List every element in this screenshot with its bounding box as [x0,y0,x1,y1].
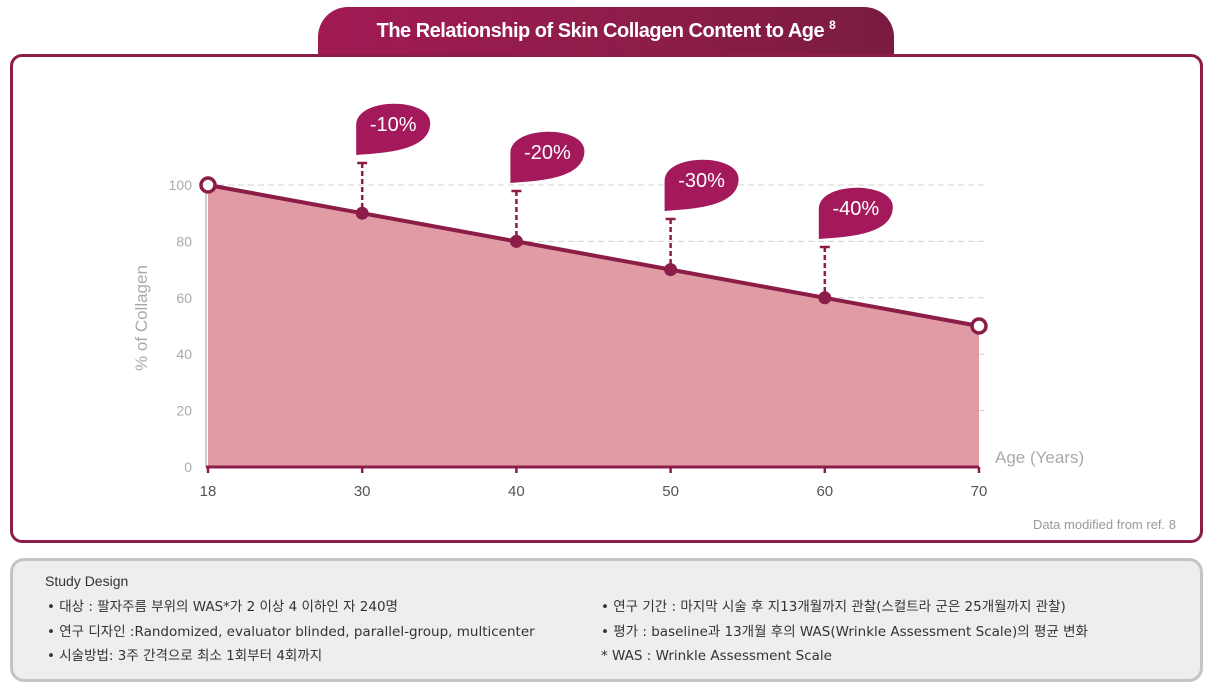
chart-title: The Relationship of Skin Collagen Conten… [376,20,825,42]
bubble-label-40: -20% [524,142,571,164]
x-tick-label-18: 18 [200,483,217,500]
y-tick-label-100: 100 [169,177,193,193]
x-tick-label-60: 60 [816,483,833,500]
data-point-30 [355,206,369,220]
bubble-label-30: -10% [370,114,417,136]
study-item-period: • 연구 기간 : 마지막 시술 후 지13개월까지 관찰(스컬트라 군은 25… [601,599,1066,615]
study-design-box: Study Design • 대상 : 팔자주름 부위의 WAS*가 2 이상 … [10,558,1203,682]
chart-title-tab: The Relationship of Skin Collagen Conten… [318,7,894,62]
study-design-right-column: • 연구 기간 : 마지막 시술 후 지13개월까지 관찰(스컬트라 군은 25… [601,595,1088,669]
x-tick-label-50: 50 [662,483,679,500]
bubble-40 [510,131,585,183]
y-tick-label-0: 0 [184,459,192,475]
y-tick-label-60: 60 [176,290,192,306]
collagen-line [207,183,980,328]
data-point-70 [970,317,988,335]
y-tick-label-40: 40 [176,346,192,362]
study-item-procedure: • 시술방법: 3주 간격으로 최소 1회부터 4회까지 [47,648,323,664]
study-item-design: • 연구 디자인 :Randomized, evaluator blinded,… [47,623,535,640]
data-point-50 [664,263,678,277]
study-design-title: Study Design [45,573,129,589]
y-axis-title: % of Collagen [132,265,151,371]
bubble-label-60: -40% [832,198,879,220]
data-point-40 [509,234,523,248]
x-axis-title: Age (Years) [995,448,1084,467]
chart-frame: 0 20 40 60 80 100 18 30 40 50 60 70 % of Collagen Age… [10,54,1203,543]
study-item-subject: • 대상 : 팔자주름 부위의 WAS*가 2 이상 4 이하인 자 240명 [47,599,398,615]
bubble-50 [664,159,739,211]
x-tick-label-30: 30 [354,483,371,500]
y-tick-label-20: 20 [176,403,192,419]
study-design-left-column: • 대상 : 팔자주름 부위의 WAS*가 2 이상 4 이하인 자 240명 … [47,595,535,669]
y-tick-label-80: 80 [176,233,192,249]
bubble-label-50: -30% [678,170,725,192]
x-tick-label-40: 40 [508,483,525,500]
data-point-60 [818,291,832,305]
data-point-18 [199,176,217,194]
bubble-60 [818,187,893,239]
collagen-area-fill [208,185,979,467]
bubble-30 [356,103,431,155]
source-note: Data modified from ref. 8 [1032,517,1176,532]
study-item-evaluation: • 평가 : baseline과 13개월 후의 WAS(Wrinkle Ass… [601,623,1088,640]
study-item-was-note: * WAS : Wrinkle Assessment Scale [601,648,832,664]
x-tick-label-70: 70 [971,483,988,500]
collagen-area-chart: 0 20 40 60 80 100 18 30 40 50 60 70 % of Collagen Age… [132,103,1084,500]
chart-title-reference: 8 [829,18,836,32]
